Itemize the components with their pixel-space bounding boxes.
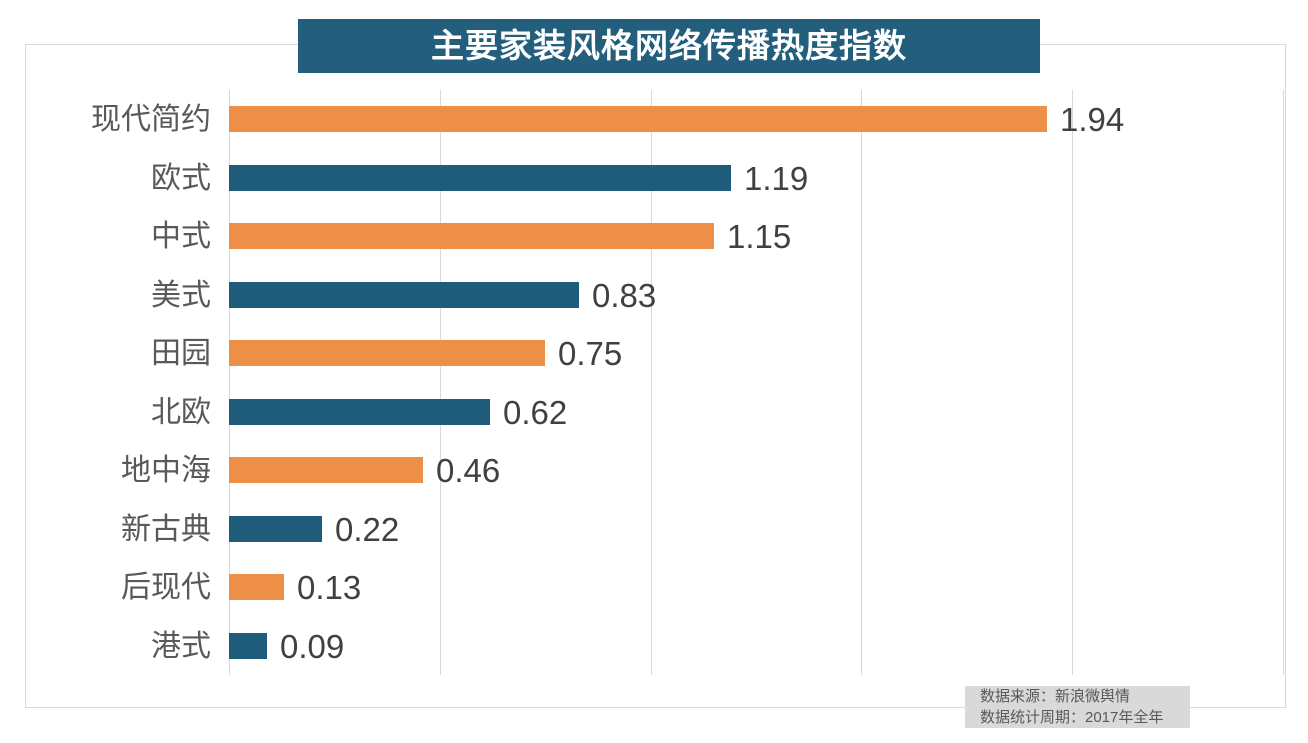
category-label: 现代简约 [91, 103, 211, 136]
bar [229, 223, 714, 249]
bar [229, 340, 545, 366]
gridline [1072, 90, 1073, 675]
gridline [651, 90, 652, 675]
value-label: 0.13 [297, 569, 362, 606]
category-label: 欧式 [151, 162, 211, 195]
gridline [861, 90, 862, 675]
period-line: 数据统计周期：2017年全年 [980, 709, 1164, 726]
chart-title: 主要家装风格网络传播热度指数 [298, 19, 1040, 73]
category-label: 地中海 [121, 454, 211, 487]
category-label: 田园 [151, 337, 211, 370]
value-label: 0.22 [335, 511, 400, 548]
data-source-note: 数据来源：新浪微舆情 数据统计周期：2017年全年 [965, 686, 1190, 728]
category-label: 新古典 [121, 513, 211, 546]
value-label: 1.15 [727, 218, 792, 255]
bar [229, 516, 322, 542]
value-label: 1.94 [1060, 101, 1125, 138]
value-label: 0.62 [503, 394, 568, 431]
value-label: 0.83 [592, 277, 657, 314]
bar [229, 633, 267, 659]
value-label: 0.09 [280, 628, 345, 665]
category-label: 北欧 [151, 396, 211, 429]
category-label: 美式 [151, 279, 211, 312]
value-label: 1.19 [744, 160, 809, 197]
category-label: 港式 [151, 630, 211, 663]
source-line: 数据来源：新浪微舆情 [980, 688, 1131, 705]
gridline [440, 90, 441, 675]
bar [229, 574, 284, 600]
bar [229, 399, 490, 425]
gridline [229, 90, 230, 675]
bar [229, 282, 579, 308]
category-label: 中式 [151, 220, 211, 253]
category-label: 后现代 [121, 571, 211, 604]
value-label: 0.75 [558, 335, 623, 372]
bar [229, 457, 423, 483]
bar [229, 106, 1047, 132]
gridline [1283, 90, 1284, 675]
value-label: 0.46 [436, 452, 501, 489]
bar [229, 165, 731, 191]
